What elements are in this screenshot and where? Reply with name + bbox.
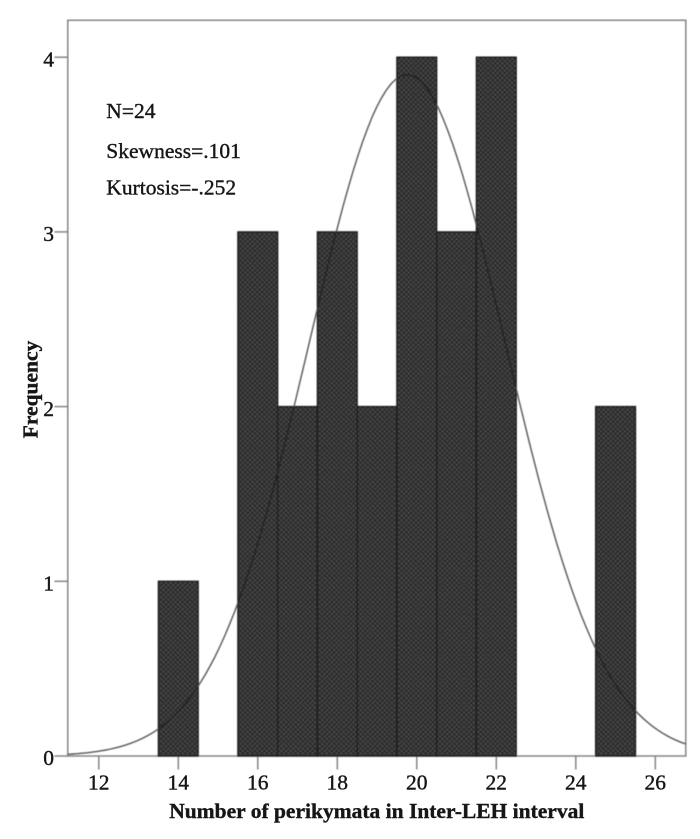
svg-text:Skewness=.101: Skewness=.101 (106, 139, 241, 163)
svg-text:12: 12 (88, 771, 110, 795)
svg-text:14: 14 (168, 771, 190, 795)
svg-text:0: 0 (43, 746, 54, 770)
svg-text:24: 24 (565, 771, 587, 795)
svg-text:Kurtosis=-.252: Kurtosis=-.252 (106, 175, 236, 199)
svg-text:1: 1 (43, 572, 54, 596)
svg-text:Number of perikymata in Inter-: Number of perikymata in Inter-LEH interv… (169, 799, 584, 823)
svg-text:2: 2 (43, 397, 54, 421)
svg-text:26: 26 (645, 771, 667, 795)
svg-text:16: 16 (247, 771, 269, 795)
svg-text:N=24: N=24 (106, 99, 155, 123)
svg-text:20: 20 (406, 771, 428, 795)
svg-text:Frequency: Frequency (19, 340, 43, 438)
svg-text:4: 4 (43, 47, 54, 71)
svg-text:3: 3 (43, 222, 54, 246)
svg-text:18: 18 (327, 771, 349, 795)
svg-text:22: 22 (486, 771, 508, 795)
